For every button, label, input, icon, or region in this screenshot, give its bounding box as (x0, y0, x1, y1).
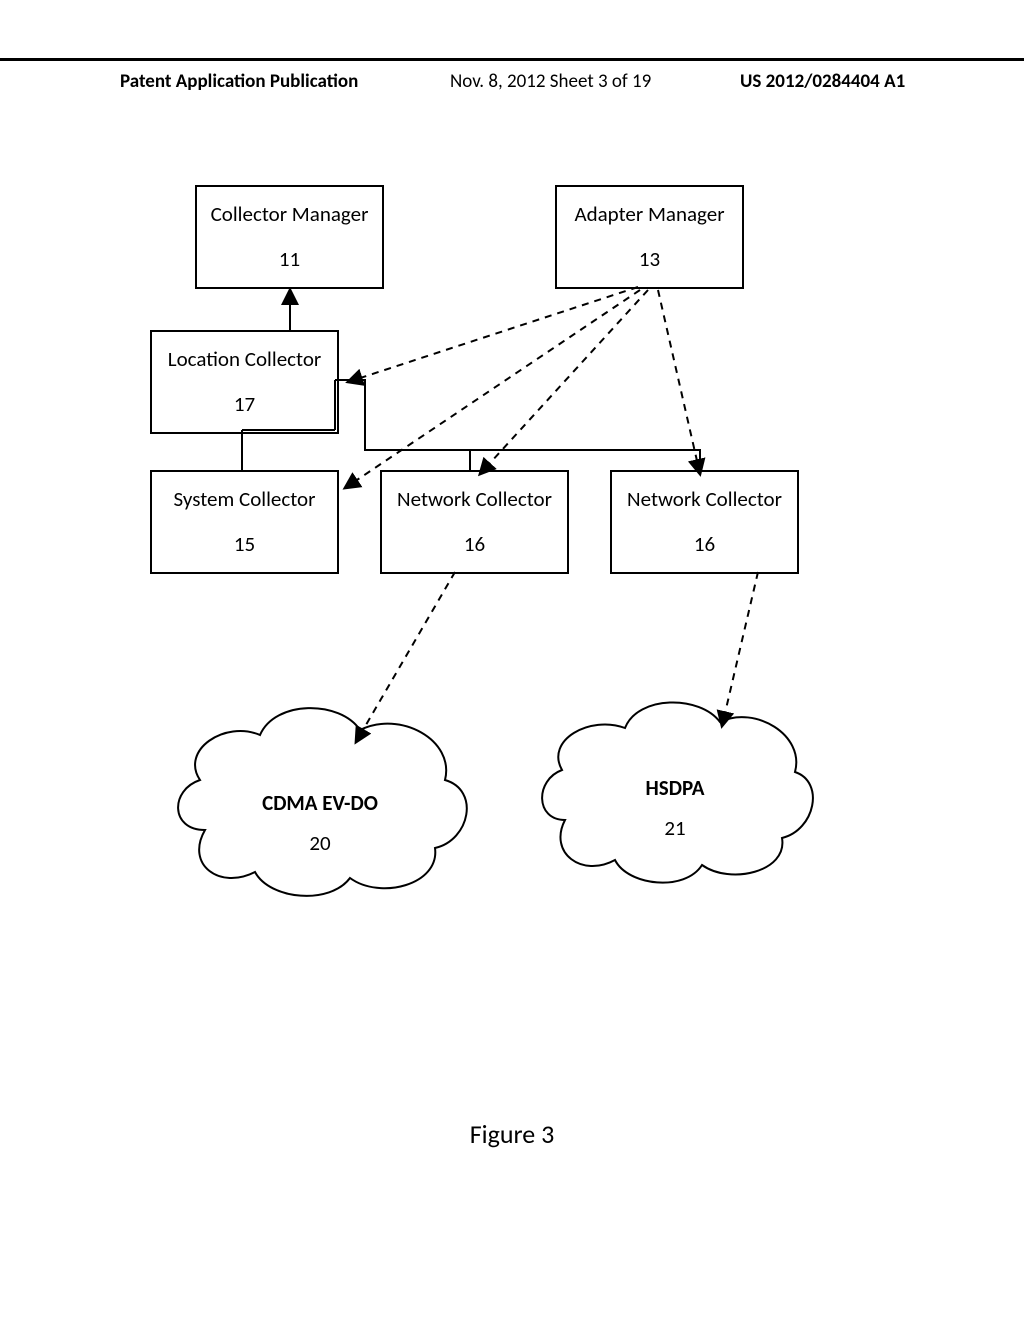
location-collector-box: Location Collector 17 (150, 330, 339, 434)
collector-manager-box: Collector Manager 11 (195, 185, 384, 289)
adapter-manager-box: Adapter Manager 13 (555, 185, 744, 289)
patent-page: Patent Application Publication Nov. 8, 2… (0, 0, 1024, 1320)
hsdpa-cloud-label: HSDPA (600, 775, 750, 801)
network-collector-1-label: Network Collector (397, 484, 552, 516)
system-collector-num: 15 (234, 529, 255, 561)
edge-adapter-to-net1 (480, 290, 648, 474)
publication-type: Patent Application Publication (120, 70, 358, 93)
location-collector-label: Location Collector (168, 344, 322, 376)
system-collector-box: System Collector 15 (150, 470, 339, 574)
header-rule (0, 58, 1024, 61)
hsdpa-cloud-num: 21 (600, 815, 750, 841)
figure-caption: Figure 3 (0, 1118, 1024, 1150)
network-collector-1-box: Network Collector 16 (380, 470, 569, 574)
edge-net2-to-hsdpa (722, 572, 758, 726)
adapter-manager-num: 13 (639, 244, 660, 276)
publication-date-sheet: Nov. 8, 2012 Sheet 3 of 19 (450, 70, 651, 93)
collector-manager-num: 11 (279, 244, 300, 276)
location-collector-num: 17 (234, 389, 255, 421)
cdma-cloud-num: 20 (240, 830, 400, 856)
collector-manager-label: Collector Manager (211, 199, 369, 231)
cdma-cloud-label: CDMA EV-DO (240, 790, 400, 816)
publication-number: US 2012/0284404 A1 (740, 70, 905, 93)
edge-bus (335, 380, 700, 470)
system-collector-label: System Collector (174, 484, 316, 516)
network-collector-2-box: Network Collector 16 (610, 470, 799, 574)
network-collector-2-label: Network Collector (627, 484, 782, 516)
edge-adapter-to-system (345, 290, 640, 488)
edge-adapter-to-net2 (658, 290, 700, 474)
adapter-manager-label: Adapter Manager (574, 199, 724, 231)
network-collector-1-num: 16 (464, 529, 485, 561)
edge-net1-to-cdma (356, 572, 455, 742)
network-collector-2-num: 16 (694, 529, 715, 561)
edge-adapter-to-location (348, 287, 638, 382)
